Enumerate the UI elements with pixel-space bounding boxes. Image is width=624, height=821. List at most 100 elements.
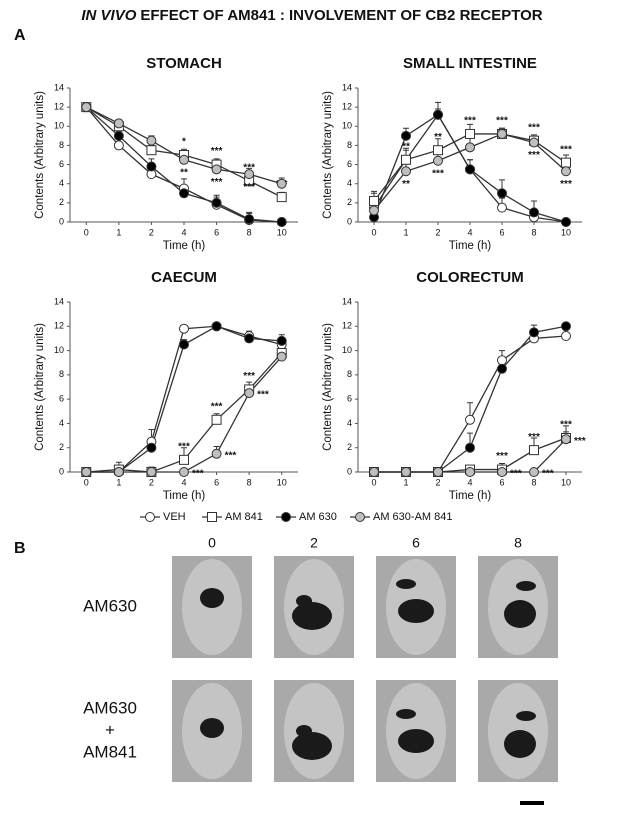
- chart-title: SMALL INTESTINE: [403, 55, 537, 72]
- significance-label: *: [182, 137, 186, 148]
- row-label: AM841: [83, 742, 137, 761]
- marker: [465, 442, 475, 453]
- y-tick-label: 6: [59, 159, 64, 169]
- contrast-agent: [200, 588, 224, 608]
- y-tick-label: 14: [54, 82, 64, 92]
- x-tick-label: 4: [467, 477, 472, 487]
- legend-marker: [281, 512, 291, 522]
- contrast-agent: [296, 595, 312, 607]
- marker: [113, 467, 124, 477]
- significance-label: ***: [464, 116, 476, 127]
- x-tick-label: 4: [181, 477, 186, 487]
- significance-label: ***: [243, 162, 255, 173]
- row-label: AM630: [83, 596, 137, 615]
- marker: [113, 140, 124, 151]
- significance-label: ***: [225, 450, 237, 461]
- x-tick-label: 1: [403, 477, 408, 487]
- y-tick-label: 12: [54, 321, 64, 331]
- y-tick-label: 10: [54, 121, 64, 131]
- chart-title: COLORECTUM: [416, 269, 524, 286]
- chart-title: CAECUM: [151, 269, 217, 286]
- contrast-agent: [398, 599, 434, 623]
- y-tick-label: 4: [347, 418, 352, 428]
- y-axis-label: Contents (Arbitrary units): [34, 91, 46, 219]
- significance-label: ***: [257, 390, 269, 401]
- y-tick-label: 0: [59, 216, 64, 226]
- scale-bar: [520, 801, 544, 805]
- marker: [497, 355, 507, 366]
- x-axis-label: Time (h): [449, 240, 492, 252]
- marker: [561, 331, 571, 341]
- contrast-agent: [200, 718, 224, 738]
- significance-label: ***: [542, 469, 554, 480]
- y-tick-label: 4: [59, 418, 64, 428]
- y-axis-label: Contents (Arbitrary units): [322, 323, 334, 451]
- marker: [465, 467, 475, 477]
- marker: [561, 157, 571, 168]
- marker: [211, 414, 222, 425]
- marker: [81, 102, 92, 113]
- y-tick-label: 4: [59, 178, 64, 188]
- significance-label: ***: [432, 168, 444, 179]
- marker: [211, 197, 222, 208]
- contrast-agent: [516, 581, 536, 591]
- marker: [244, 388, 255, 399]
- significance-label: ***: [528, 150, 540, 161]
- x-axis-label: Time (h): [449, 490, 492, 502]
- marker: [465, 414, 475, 425]
- marker: [497, 467, 507, 477]
- marker: [146, 442, 157, 453]
- y-tick-label: 6: [59, 394, 64, 404]
- marker: [401, 154, 411, 165]
- contrast-agent: [396, 579, 416, 589]
- marker: [529, 467, 539, 477]
- marker: [276, 217, 287, 227]
- significance-label: **: [402, 141, 410, 152]
- y-tick-label: 10: [54, 345, 64, 355]
- legend-marker: [355, 512, 365, 522]
- contrast-agent: [516, 711, 536, 721]
- marker: [211, 164, 222, 175]
- significance-label: **: [434, 132, 442, 143]
- chart-title: STOMACH: [146, 55, 222, 72]
- x-axis-label: Time (h): [163, 490, 206, 502]
- x-tick-label: 10: [277, 477, 287, 487]
- panel-label: B: [14, 540, 26, 557]
- marker: [179, 188, 189, 199]
- marker: [497, 188, 507, 199]
- x-tick-label: 0: [371, 477, 376, 487]
- x-tick-label: 6: [214, 227, 219, 237]
- x-tick-label: 8: [247, 227, 252, 237]
- marker: [276, 351, 287, 362]
- contrast-agent: [396, 709, 416, 719]
- x-tick-label: 0: [84, 477, 89, 487]
- marker: [369, 467, 379, 477]
- marker: [401, 467, 411, 477]
- marker: [433, 467, 443, 477]
- contrast-agent: [296, 725, 312, 737]
- legend-marker: [145, 512, 155, 522]
- y-tick-label: 0: [59, 466, 64, 476]
- y-tick-label: 12: [342, 321, 352, 331]
- marker: [465, 128, 475, 139]
- y-tick-label: 0: [347, 466, 352, 476]
- x-tick-label: 1: [403, 227, 408, 237]
- legend-label: AM 841: [225, 511, 263, 523]
- y-tick-label: 2: [347, 442, 352, 452]
- marker: [244, 333, 255, 344]
- y-tick-label: 2: [59, 197, 64, 207]
- y-tick-label: 10: [342, 121, 352, 131]
- significance-label: ***: [178, 441, 190, 452]
- figure-title-rest: EFFECT OF AM841 : INVOLVEMENT OF CB2 REC…: [140, 7, 542, 24]
- marker: [179, 323, 189, 334]
- figure-title-italic: IN VIVO: [81, 7, 136, 24]
- y-tick-label: 8: [347, 140, 352, 150]
- x-tick-label: 10: [561, 477, 571, 487]
- marker: [433, 109, 443, 120]
- significance-label: **: [180, 167, 188, 178]
- marker: [561, 166, 571, 177]
- significance-label: ***: [211, 177, 223, 188]
- panel-label: A: [14, 27, 26, 44]
- significance-label: ***: [211, 401, 223, 412]
- x-tick-label: 8: [531, 477, 536, 487]
